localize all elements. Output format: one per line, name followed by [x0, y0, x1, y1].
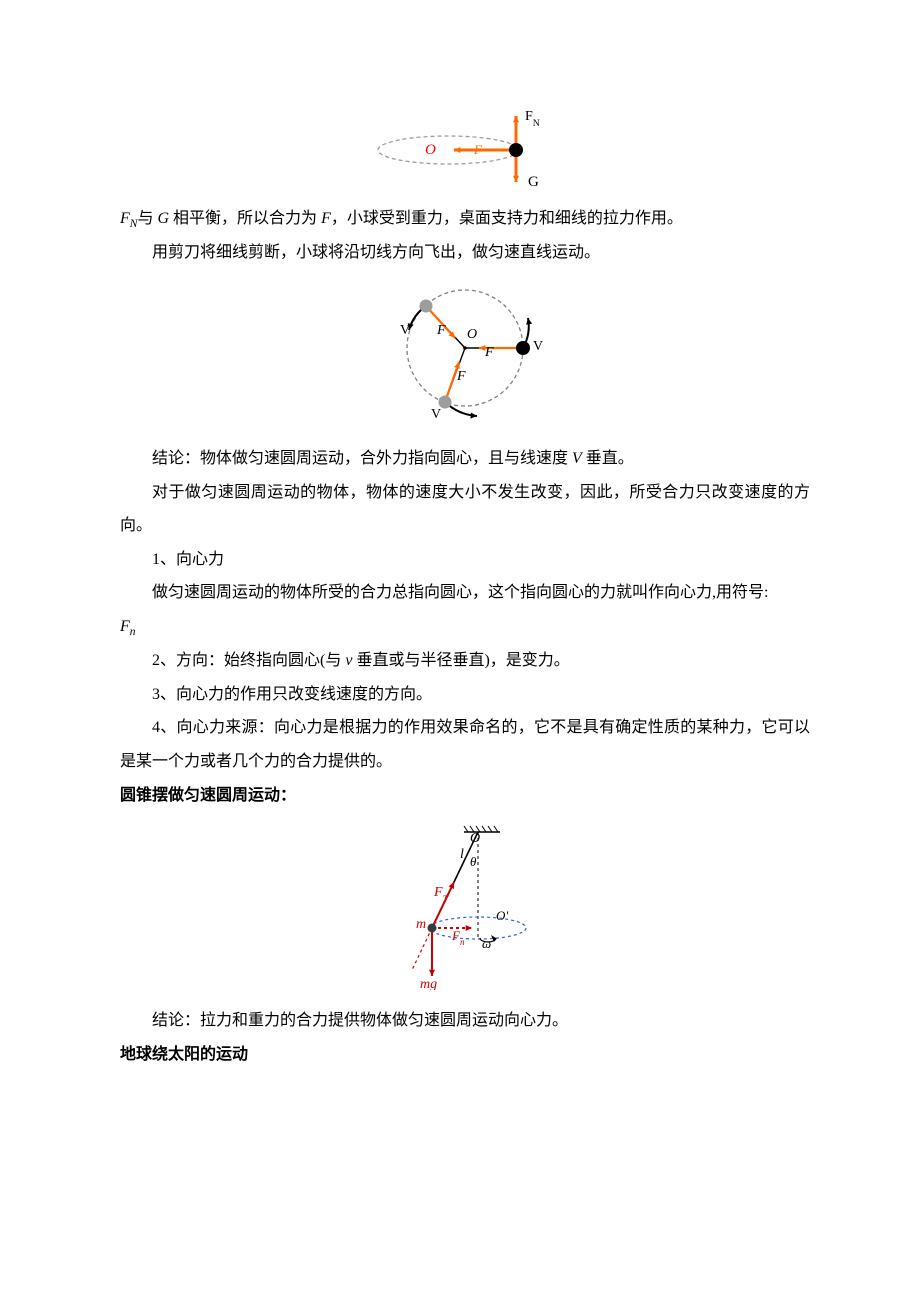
p3c: 垂直。 [582, 450, 634, 467]
sym-V: V [572, 450, 582, 467]
paragraph-5: 1、向心力 [120, 543, 810, 577]
svg-text:FN: FN [525, 109, 540, 129]
p7c: 垂直或与半径垂直)，是变力。 [352, 652, 569, 669]
svg-text:F: F [473, 142, 483, 157]
figure-conical-pendulum: OθlO'mFTFnmgω [120, 820, 810, 990]
figure-circle-3balls: OFVFVFV [120, 278, 810, 428]
svg-text:G: G [528, 174, 539, 188]
svg-text:O': O' [496, 908, 508, 923]
sym-G: G [157, 210, 169, 227]
figure-3-svg: OθlO'mFTFnmgω [390, 820, 540, 990]
paragraph-4: 对于做匀速圆周运动的物体，物体的速度大小不发生改变，因此，所受合力只改变速度的方… [120, 476, 810, 543]
svg-text:F: F [456, 369, 466, 384]
paragraph-3: 结论：物体做匀速圆周运动，合外力指向圆心，且与线速度 V 垂直。 [120, 442, 810, 476]
svg-text:l: l [460, 847, 464, 862]
paragraph-10: 结论：拉力和重力的合力提供物体做匀速圆周运动向心力。 [120, 1004, 810, 1038]
svg-text:F: F [484, 345, 494, 360]
svg-text:O: O [425, 142, 436, 158]
svg-text:ω: ω [482, 936, 491, 951]
paragraph-8: 3、向心力的作用只改变线速度的方向。 [120, 678, 810, 712]
paragraph-7: 2、方向：始终指向圆心(与 v 垂直或与半径垂直)，是变力。 [120, 644, 810, 678]
sym-Fn-n: n [130, 626, 136, 638]
figure-ellipse-ball: O F FN G [120, 108, 810, 188]
svg-text:V: V [400, 323, 410, 338]
svg-text:V: V [533, 339, 543, 354]
heading-earth-sun: 地球绕太阳的运动 [120, 1038, 810, 1072]
svg-text:mg: mg [420, 977, 437, 990]
heading-conical-pendulum: 圆锥摆做匀速圆周运动： [120, 779, 810, 813]
paragraph-1: FN与 G 相平衡，所以合力为 F，小球受到重力，桌面支持力和细线的拉力作用。 [120, 202, 810, 236]
p7a: 2、方向：始终指向圆心(与 [152, 652, 345, 669]
sym-FN-F: F [120, 210, 130, 227]
p1b: 与 [137, 210, 157, 227]
svg-text:Fn: Fn [451, 928, 465, 947]
paragraph-6b: Fn [120, 610, 810, 644]
p1f: ，小球受到重力，桌面支持力和细线的拉力作用。 [331, 210, 683, 227]
paragraph-6a: 做匀速圆周运动的物体所受的合力总指向圆心，这个指向圆心的力就叫作向心力,用符号: [120, 576, 810, 610]
figure-1-svg: O F FN G [370, 108, 560, 188]
paragraph-2: 用剪刀将细线剪断，小球将沿切线方向飞出，做匀速直线运动。 [120, 236, 810, 270]
svg-text:θ: θ [470, 854, 477, 869]
svg-text:V: V [431, 407, 441, 422]
sym-Fn-F: F [120, 618, 130, 635]
paragraph-9: 4、向心力来源：向心力是根据力的作用效果命名的，它不是具有确定性质的某种力，它可… [120, 711, 810, 778]
svg-text:m: m [416, 917, 426, 932]
p1d: 相平衡，所以合力为 [169, 210, 321, 227]
svg-text:FT: FT [433, 885, 450, 905]
svg-text:O: O [467, 327, 477, 342]
svg-text:F: F [436, 323, 446, 338]
p3a: 结论：物体做匀速圆周运动，合外力指向圆心，且与线速度 [152, 450, 572, 467]
sym-F: F [321, 210, 331, 227]
figure-2-svg: OFVFVFV [375, 278, 555, 428]
